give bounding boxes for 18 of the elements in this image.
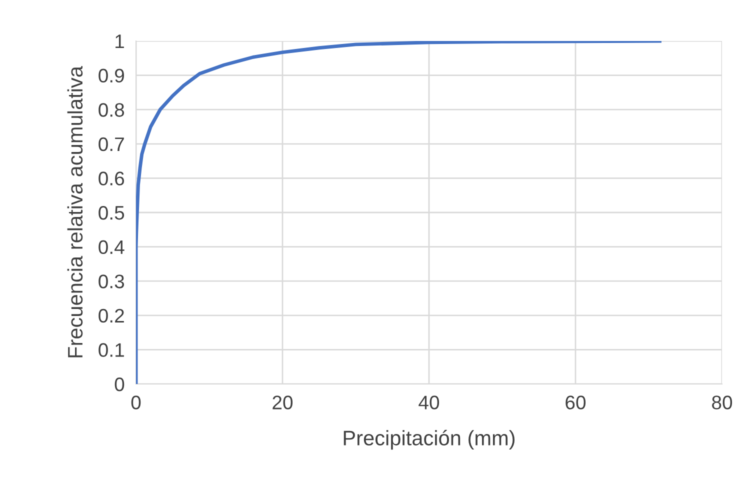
x-tick-label: 0 [131, 396, 141, 410]
x-tick-label: 60 [566, 396, 586, 410]
y-tick-label: 0 [114, 377, 124, 392]
y-tick-label: 0.7 [98, 137, 124, 152]
y-tick-label: 0.3 [98, 274, 124, 288]
y-tick-label: 0.9 [98, 68, 124, 83]
x-axis-title: Precipitación (mm) [344, 430, 515, 450]
y-tick-label: 0.6 [98, 172, 124, 186]
y-tick-label: 0.2 [98, 308, 124, 323]
x-tick-label: 20 [272, 396, 293, 410]
y-axis-title: Frecuencia relativa acumulativa [67, 66, 83, 358]
y-tick-label: 0.5 [98, 206, 124, 220]
y-tick-label: 0.4 [98, 240, 124, 254]
x-tick-label: 80 [712, 396, 732, 410]
y-tick-label: 0.1 [98, 343, 124, 357]
y-tick-label: 0.8 [98, 103, 124, 117]
x-tick-label: 40 [418, 396, 440, 410]
y-tick-label: 1 [116, 34, 124, 48]
